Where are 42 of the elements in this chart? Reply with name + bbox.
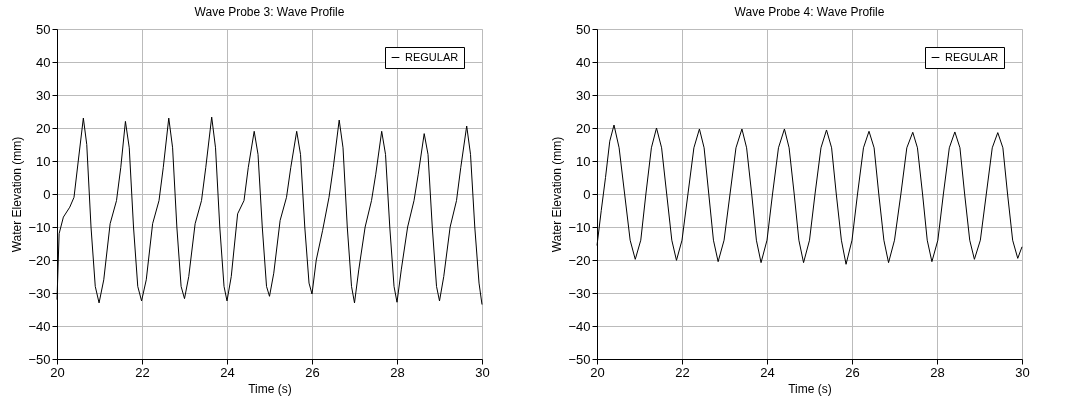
legend-label: REGULAR [945,50,999,63]
y-tick-label: −20 [568,252,591,268]
y-tick-label: 10 [576,153,591,169]
y-tick-label: 10 [36,153,51,169]
y-tick-label: 40 [576,54,591,70]
chart-title: Wave Probe 4: Wave Profile [734,5,885,19]
y-tick-label: −40 [568,318,591,334]
y-tick-label: 50 [36,21,51,37]
x-axis-title: Time (s) [788,381,832,396]
x-tick-label: 22 [675,364,690,380]
x-tick-label: 24 [760,364,775,380]
y-tick-label: 0 [43,186,51,202]
y-tick-label: 20 [36,120,51,136]
x-tick-label: 22 [135,364,150,380]
y-axis-title: Water Elevation (mm) [10,136,25,253]
y-tick-label: −10 [568,219,591,235]
y-tick-label: 50 [576,21,591,37]
x-axis-title: Time (s) [248,381,292,396]
x-tick-label: 30 [475,364,490,380]
x-tick-label: 30 [1015,364,1030,380]
y-tick-label: −50 [28,351,51,367]
x-tick-label: 28 [390,364,405,380]
y-tick-label: 20 [576,120,591,136]
x-tick-label: 26 [845,364,860,380]
y-tick-label: 30 [576,87,591,103]
y-tick-label: −20 [28,252,51,268]
y-tick-label: −30 [28,285,51,301]
x-tick-label: 26 [305,364,320,380]
x-tick-label: 28 [930,364,945,380]
y-tick-label: −30 [568,285,591,301]
x-tick-label: 24 [220,364,235,380]
y-tick-label: 30 [36,87,51,103]
y-tick-label: 40 [36,54,51,70]
y-tick-label: −10 [28,219,51,235]
y-tick-label: −50 [568,351,591,367]
x-tick-label: 20 [50,364,65,380]
chart-title: Wave Probe 3: Wave Profile [194,5,345,19]
x-tick-label: 20 [590,364,605,380]
legend-label: REGULAR [405,50,459,63]
y-tick-label: 0 [583,186,591,202]
y-axis-title: Water Elevation (mm) [550,136,565,253]
y-tick-label: −40 [28,318,51,334]
